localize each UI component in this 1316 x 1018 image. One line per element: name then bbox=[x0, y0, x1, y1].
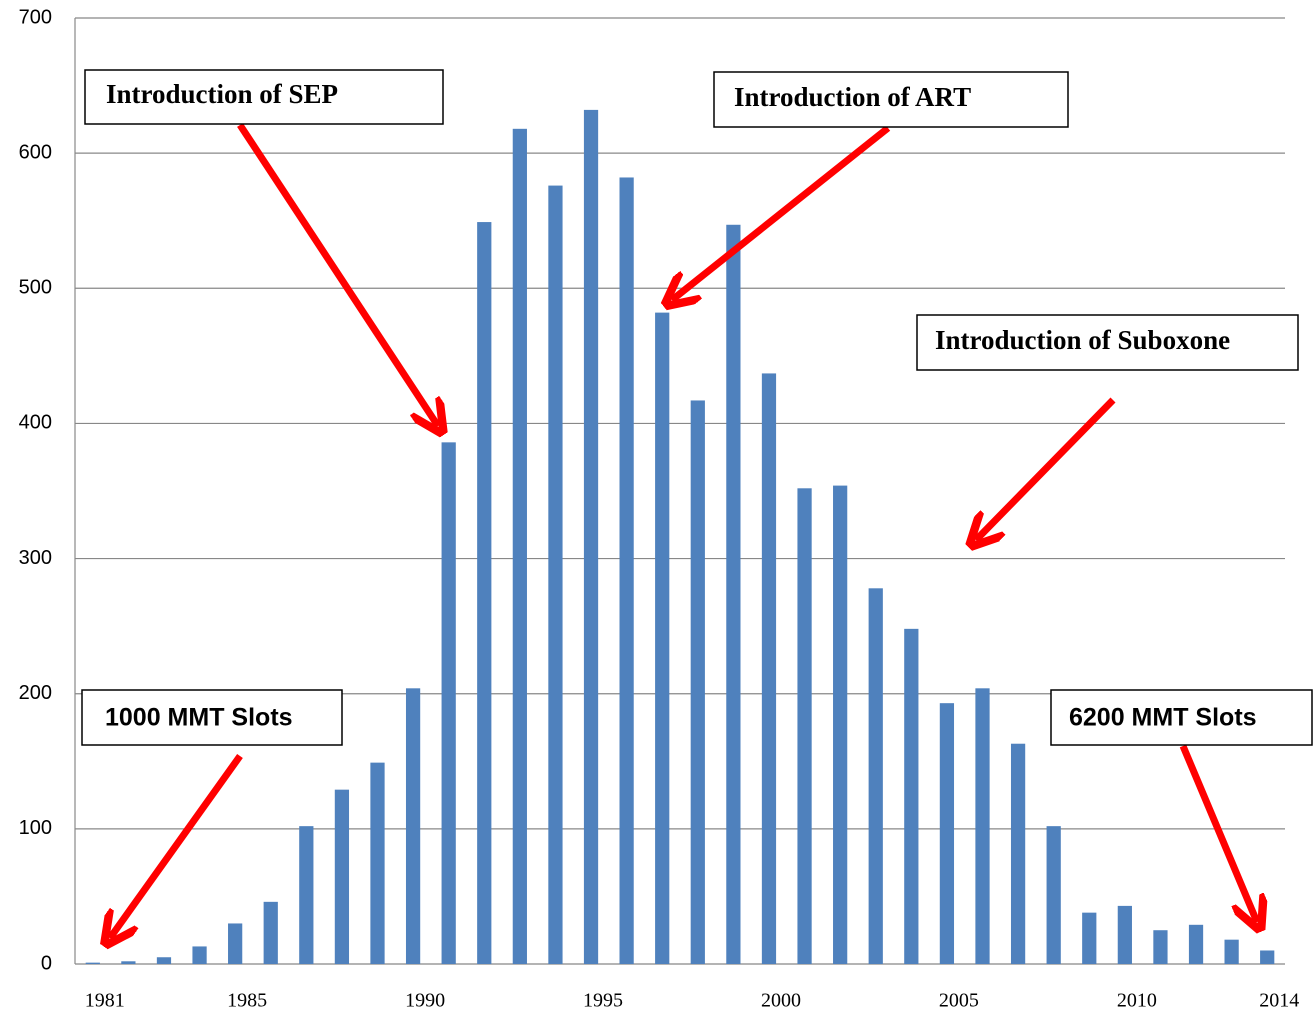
bar bbox=[1153, 930, 1168, 964]
y-tick-label: 700 bbox=[19, 6, 52, 28]
arrow bbox=[672, 125, 891, 300]
bar bbox=[228, 923, 243, 964]
bar bbox=[761, 373, 777, 964]
annotation: 6200 MMT Slots bbox=[1069, 704, 1257, 732]
bar bbox=[441, 442, 456, 964]
bar bbox=[904, 628, 919, 964]
annotation: 1000 MMT Slots bbox=[105, 704, 293, 732]
bar bbox=[334, 789, 350, 964]
x-tick-label: 1995 bbox=[583, 990, 623, 1012]
bar bbox=[85, 962, 100, 964]
bar bbox=[619, 177, 634, 964]
bar bbox=[263, 901, 278, 964]
bar bbox=[477, 222, 492, 964]
bar bbox=[797, 488, 812, 964]
bar bbox=[121, 961, 136, 964]
x-tick-label: 2010 bbox=[1117, 990, 1157, 1012]
bar bbox=[583, 109, 599, 964]
arrow bbox=[976, 397, 1116, 540]
annotation-box bbox=[713, 71, 1069, 128]
bar bbox=[370, 762, 385, 964]
arrow bbox=[1179, 744, 1257, 922]
bar bbox=[1010, 743, 1026, 964]
x-tick-label: 2014 bbox=[1259, 990, 1299, 1012]
bar bbox=[548, 185, 563, 964]
bar bbox=[1260, 950, 1275, 964]
bar bbox=[299, 826, 314, 964]
y-tick-label: 0 bbox=[41, 952, 52, 974]
x-tick-label: 2005 bbox=[939, 990, 979, 1012]
annotation: Introduction of ART bbox=[734, 82, 971, 112]
x-tick-label: 2000 bbox=[761, 990, 801, 1012]
bar bbox=[192, 946, 207, 964]
bar bbox=[1046, 826, 1061, 964]
bar bbox=[1117, 905, 1132, 964]
bar bbox=[1082, 912, 1097, 964]
arrow bbox=[237, 123, 438, 426]
bar bbox=[655, 312, 670, 964]
annotation-box bbox=[81, 689, 343, 746]
bar bbox=[1188, 924, 1204, 964]
y-tick-label: 100 bbox=[19, 817, 52, 839]
y-tick-label: 300 bbox=[19, 547, 52, 569]
bar bbox=[156, 957, 172, 964]
annotations: Introduction of SEP Introduction of ART … bbox=[81, 69, 1313, 938]
x-tick-label: 1990 bbox=[405, 990, 445, 1012]
bar bbox=[868, 588, 883, 964]
annotation-box bbox=[1050, 689, 1313, 746]
annotation-box bbox=[84, 69, 444, 125]
plot-area: 0 100 200 300 400 500 600 700 1981 1985 1990 1995 20… bbox=[19, 6, 1300, 1011]
y-tick-label: 600 bbox=[19, 141, 52, 163]
bar bbox=[975, 688, 990, 964]
bar bbox=[512, 128, 527, 964]
bar bbox=[726, 224, 741, 965]
y-tick-label: 200 bbox=[19, 682, 52, 704]
bar bbox=[690, 400, 705, 964]
annotation: Introduction of SEP bbox=[106, 79, 338, 109]
bar bbox=[405, 688, 421, 964]
bar bbox=[833, 485, 848, 964]
annotation-box bbox=[916, 314, 1299, 371]
bar bbox=[939, 703, 955, 964]
annotation: Introduction of Suboxone bbox=[935, 325, 1230, 355]
x-tick-label: 1985 bbox=[227, 990, 267, 1012]
y-tick-label: 400 bbox=[19, 412, 52, 434]
arrow bbox=[110, 753, 243, 938]
x-tick-label: 1981 bbox=[85, 990, 125, 1012]
y-tick-label: 500 bbox=[19, 277, 52, 299]
bar bbox=[1224, 939, 1239, 964]
